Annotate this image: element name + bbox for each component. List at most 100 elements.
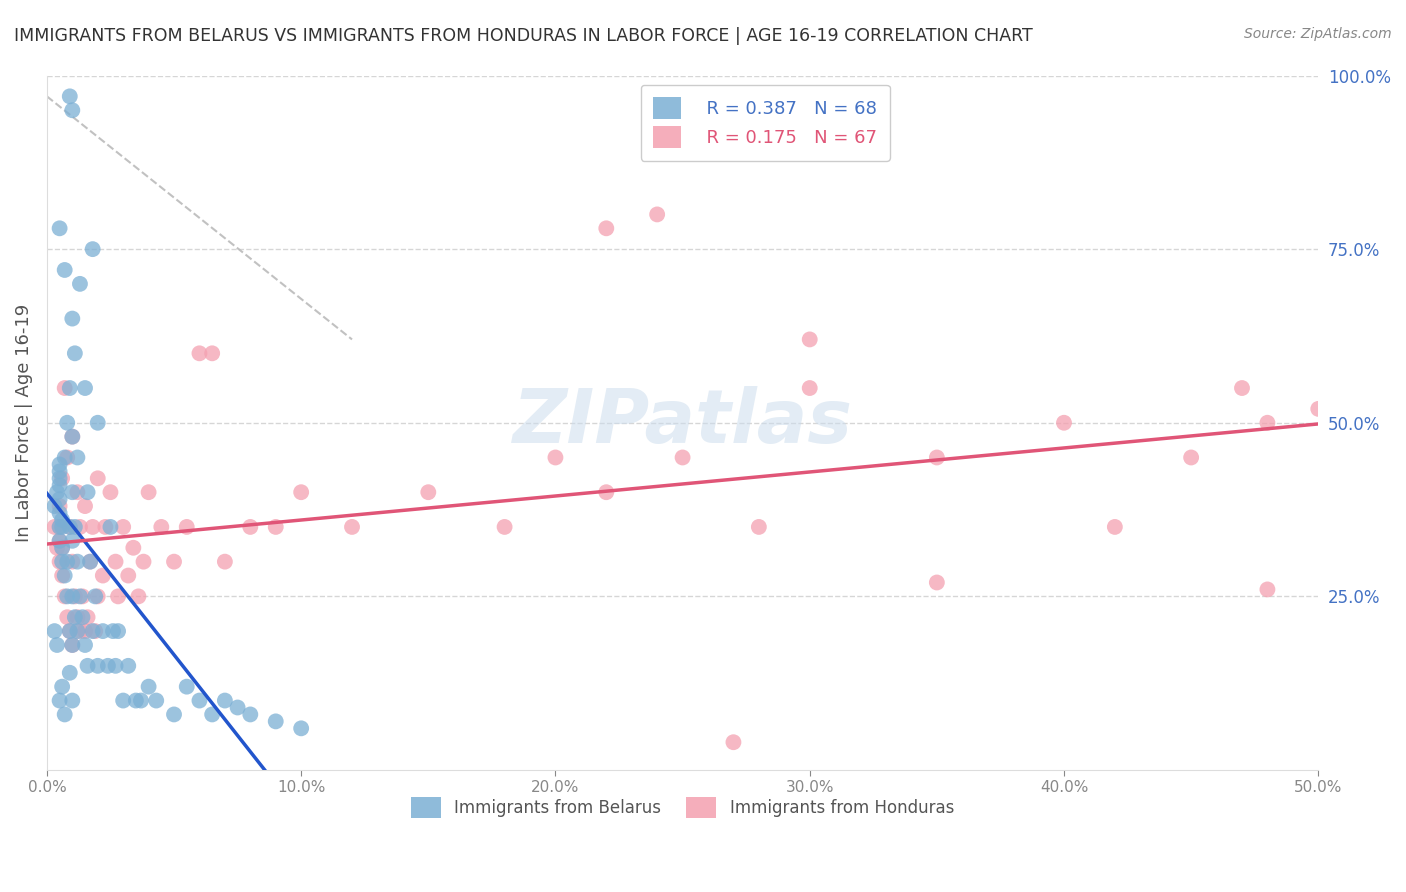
Point bbox=[494, 520, 516, 534]
Point bbox=[138, 485, 160, 500]
Point bbox=[150, 520, 173, 534]
Point bbox=[91, 624, 114, 639]
Point bbox=[69, 590, 91, 604]
Point bbox=[60, 638, 83, 652]
Point bbox=[176, 680, 198, 694]
Point bbox=[60, 103, 83, 118]
Point bbox=[66, 624, 89, 639]
Point bbox=[53, 450, 76, 465]
Point bbox=[60, 590, 83, 604]
Point bbox=[418, 485, 440, 500]
Point bbox=[122, 541, 145, 555]
Point bbox=[60, 430, 83, 444]
Point bbox=[51, 520, 73, 534]
Point bbox=[117, 658, 139, 673]
Point bbox=[82, 624, 104, 639]
Point bbox=[59, 381, 82, 395]
Point bbox=[145, 693, 167, 707]
Point bbox=[48, 499, 70, 513]
Point bbox=[214, 693, 236, 707]
Point bbox=[188, 693, 211, 707]
Point bbox=[671, 450, 693, 465]
Point bbox=[87, 590, 110, 604]
Point bbox=[53, 707, 76, 722]
Point bbox=[53, 590, 76, 604]
Point bbox=[66, 555, 89, 569]
Point bbox=[51, 541, 73, 555]
Point bbox=[51, 471, 73, 485]
Point bbox=[66, 450, 89, 465]
Point bbox=[82, 242, 104, 256]
Point bbox=[112, 693, 135, 707]
Point bbox=[125, 693, 148, 707]
Point bbox=[60, 430, 83, 444]
Point bbox=[1053, 416, 1076, 430]
Point bbox=[100, 520, 122, 534]
Point bbox=[595, 221, 617, 235]
Point bbox=[87, 471, 110, 485]
Point bbox=[48, 533, 70, 548]
Point bbox=[1256, 582, 1278, 597]
Point bbox=[1308, 401, 1330, 416]
Point bbox=[66, 610, 89, 624]
Point bbox=[72, 610, 94, 624]
Point bbox=[53, 568, 76, 582]
Point bbox=[112, 520, 135, 534]
Point bbox=[117, 568, 139, 582]
Point bbox=[94, 520, 117, 534]
Point bbox=[79, 555, 101, 569]
Point bbox=[73, 381, 96, 395]
Text: Source: ZipAtlas.com: Source: ZipAtlas.com bbox=[1244, 27, 1392, 41]
Point bbox=[188, 346, 211, 360]
Point bbox=[51, 568, 73, 582]
Point bbox=[48, 458, 70, 472]
Point bbox=[63, 520, 86, 534]
Point bbox=[100, 485, 122, 500]
Point bbox=[69, 624, 91, 639]
Point bbox=[69, 520, 91, 534]
Point bbox=[340, 520, 363, 534]
Point bbox=[163, 707, 186, 722]
Point bbox=[73, 499, 96, 513]
Point bbox=[51, 541, 73, 555]
Point bbox=[48, 520, 70, 534]
Point bbox=[59, 624, 82, 639]
Point bbox=[48, 533, 70, 548]
Point bbox=[48, 506, 70, 520]
Point bbox=[56, 590, 79, 604]
Y-axis label: In Labor Force | Age 16-19: In Labor Force | Age 16-19 bbox=[15, 303, 32, 541]
Point bbox=[59, 520, 82, 534]
Point bbox=[46, 485, 69, 500]
Point bbox=[48, 492, 70, 507]
Point bbox=[104, 658, 127, 673]
Point bbox=[48, 478, 70, 492]
Point bbox=[925, 575, 948, 590]
Point bbox=[107, 624, 129, 639]
Point bbox=[799, 381, 821, 395]
Point bbox=[1180, 450, 1202, 465]
Point bbox=[63, 346, 86, 360]
Point bbox=[84, 590, 107, 604]
Point bbox=[53, 263, 76, 277]
Point bbox=[76, 658, 98, 673]
Point bbox=[1230, 381, 1253, 395]
Point bbox=[60, 638, 83, 652]
Point bbox=[60, 485, 83, 500]
Point bbox=[748, 520, 770, 534]
Point bbox=[132, 555, 155, 569]
Point bbox=[226, 700, 249, 714]
Point bbox=[53, 381, 76, 395]
Point bbox=[104, 555, 127, 569]
Point bbox=[1256, 416, 1278, 430]
Point bbox=[101, 624, 124, 639]
Point bbox=[239, 520, 262, 534]
Legend: Immigrants from Belarus, Immigrants from Honduras: Immigrants from Belarus, Immigrants from… bbox=[405, 790, 960, 824]
Point bbox=[76, 485, 98, 500]
Point bbox=[290, 485, 312, 500]
Point bbox=[799, 333, 821, 347]
Point bbox=[107, 590, 129, 604]
Point bbox=[91, 568, 114, 582]
Point bbox=[44, 520, 66, 534]
Text: IMMIGRANTS FROM BELARUS VS IMMIGRANTS FROM HONDURAS IN LABOR FORCE | AGE 16-19 C: IMMIGRANTS FROM BELARUS VS IMMIGRANTS FR… bbox=[14, 27, 1033, 45]
Point bbox=[46, 541, 69, 555]
